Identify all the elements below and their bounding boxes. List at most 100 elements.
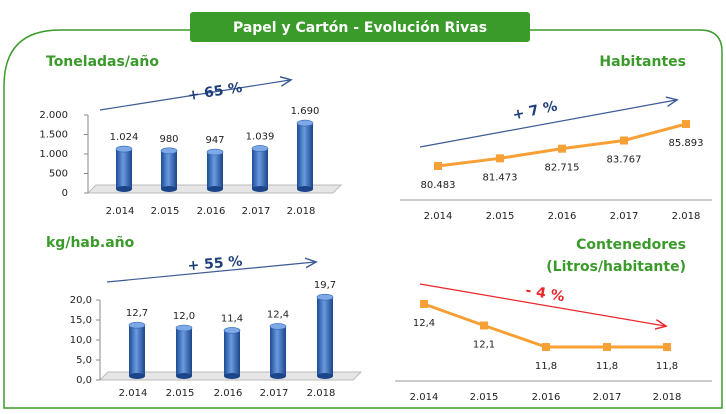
value-label: 11,8 <box>535 361 557 372</box>
value-label: 85.893 <box>669 138 704 149</box>
bar <box>224 330 240 376</box>
value-label: 12,4 <box>413 318 435 329</box>
point <box>682 120 690 128</box>
value-label: 12,1 <box>473 340 495 351</box>
bar <box>252 148 268 189</box>
y-tick-label: 2.000 <box>39 110 68 121</box>
x-tick-label: 2.018 <box>307 388 336 399</box>
bar <box>297 123 313 189</box>
point <box>558 144 566 153</box>
point <box>496 154 504 163</box>
bar-top <box>316 293 334 301</box>
x-tick-label: 2.017 <box>610 211 639 222</box>
y-tick-label: 0,0 <box>76 375 92 386</box>
value-label: 11,8 <box>596 361 618 372</box>
x-tick-label: 2.015 <box>151 206 180 217</box>
annotation: + 55 % <box>187 254 243 275</box>
x-tick-label: 2.017 <box>260 388 289 399</box>
x-tick-label: 2.016 <box>548 211 577 222</box>
point <box>480 321 488 330</box>
x-tick-label: 2.016 <box>532 392 561 403</box>
trend-arrow <box>106 262 315 283</box>
value-label: 82.715 <box>545 163 580 174</box>
bar <box>317 297 333 376</box>
x-tick-label: 2.018 <box>653 392 682 403</box>
x-tick-label: 2.014 <box>106 206 135 217</box>
bar <box>116 149 132 189</box>
x-tick-label: 2.014 <box>424 211 453 222</box>
value-label: 80.483 <box>421 180 456 191</box>
value-label: 12,0 <box>173 311 195 322</box>
trend-arrow <box>99 80 290 111</box>
point <box>420 300 428 308</box>
y-tick-label: 1.000 <box>39 149 68 160</box>
y-tick-label: 20,0 <box>70 295 92 306</box>
y-tick-label: 500 <box>49 169 68 180</box>
y-tick-label: 5,0 <box>76 355 92 366</box>
bar <box>207 152 223 189</box>
x-tick-label: 2.015 <box>470 392 499 403</box>
value-label: 11,4 <box>221 313 243 324</box>
bar-base <box>224 373 240 379</box>
bar-top <box>115 145 133 153</box>
y-tick-label: 10,0 <box>70 335 92 346</box>
point <box>542 343 550 351</box>
x-tick-label: 2.014 <box>119 388 148 399</box>
value-label: 81.473 <box>483 172 518 183</box>
value-label: 1.690 <box>291 106 320 117</box>
chart-title: Habitantes <box>599 54 686 70</box>
value-label: 980 <box>159 134 178 145</box>
bar-top <box>296 119 314 127</box>
point <box>434 162 442 170</box>
bar-base <box>176 373 192 379</box>
chart-title: Contenedores <box>576 237 686 253</box>
trend-arrow <box>419 100 676 148</box>
bar-base <box>317 373 333 379</box>
x-tick-label: 2.016 <box>197 206 226 217</box>
line <box>423 302 667 349</box>
page-title: Papel y Cartón - Evolución Rivas <box>233 20 487 36</box>
annotation: - 4 % <box>524 283 566 306</box>
point <box>603 343 611 351</box>
bar-top <box>269 323 287 330</box>
value-label: 947 <box>205 135 224 146</box>
chart-title: kg/hab.año <box>46 235 135 251</box>
value-label: 12,7 <box>126 308 148 319</box>
point <box>620 136 628 145</box>
bar-base <box>297 186 313 192</box>
x-tick-label: 2.015 <box>486 211 515 222</box>
bar-top <box>206 148 224 156</box>
bar <box>176 328 192 376</box>
trend-arrow <box>419 283 665 326</box>
bar <box>161 150 177 189</box>
value-label: 11,8 <box>656 361 678 372</box>
x-tick-label: 2.017 <box>593 392 622 403</box>
bar-base <box>252 186 268 192</box>
point <box>663 343 671 351</box>
bar-top <box>223 327 241 334</box>
x-tick-label: 2.015 <box>166 388 195 399</box>
chart-title: (Litros/habitante) <box>546 259 686 275</box>
title-banner <box>190 12 530 42</box>
x-tick-label: 2.016 <box>214 388 243 399</box>
y-tick-label: 15,0 <box>70 315 92 326</box>
bar <box>129 325 145 376</box>
frame <box>3 29 723 409</box>
chart-title: Toneladas/año <box>46 54 159 70</box>
value-label: 12,4 <box>267 309 289 320</box>
bar-base <box>161 186 177 192</box>
bar-base <box>207 186 223 192</box>
value-label: 1.024 <box>110 132 139 143</box>
bar-top <box>251 145 269 152</box>
annotation: + 7 % <box>511 98 559 123</box>
x-tick-label: 2.014 <box>410 392 439 403</box>
bar-base <box>129 373 145 379</box>
x-tick-label: 2.018 <box>672 211 701 222</box>
y-tick-label: 0 <box>62 188 68 199</box>
annotation: + 65 % <box>187 80 244 104</box>
bar-top <box>128 321 146 329</box>
bar-base <box>270 373 286 379</box>
value-label: 19,7 <box>314 280 336 291</box>
bar-base <box>116 186 132 192</box>
